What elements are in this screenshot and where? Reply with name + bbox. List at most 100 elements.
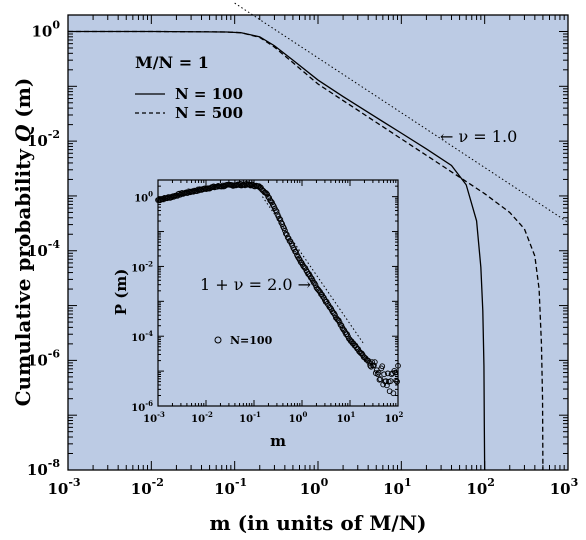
inset-data-point <box>340 326 347 333</box>
inset-x-tick-label: 102 <box>385 410 404 425</box>
guide-line <box>234 2 569 223</box>
inset-x-tick-label: 100 <box>289 410 308 425</box>
y-tick-label: 100 <box>31 19 60 41</box>
inset-y-tick-label-base: 10 <box>131 403 145 414</box>
x-tick-label-base: 10 <box>550 480 571 498</box>
inset-y-axis-label: P (m) <box>112 269 130 316</box>
y-tick-label-exp: -8 <box>48 457 61 470</box>
y-tick-label: 10-4 <box>27 238 60 260</box>
inset-data-point <box>301 264 308 271</box>
x-tick-label-base: 10 <box>300 480 321 498</box>
inset-y-tick-label-exp: -4 <box>145 329 153 338</box>
inset-x-tick-label-exp: 1 <box>351 410 356 419</box>
x-tick-label: 10-3 <box>47 476 80 498</box>
x-tick-label-base: 10 <box>47 480 68 498</box>
x-tick-label: 100 <box>300 476 329 498</box>
x-tick-label-base: 10 <box>466 480 487 498</box>
inset-x-tick-label-base: 10 <box>385 414 399 425</box>
inset-y-tick-label: 10-2 <box>131 259 153 274</box>
slope-annotation: ← ν = 1.0 <box>440 127 517 146</box>
inset-x-tick-label-base: 10 <box>289 414 303 425</box>
x-tick-label: 101 <box>383 476 412 498</box>
inset-y-tick-label-exp: -2 <box>145 259 153 268</box>
inset-data-point <box>381 371 387 378</box>
x-tick-label-exp: 2 <box>487 476 495 489</box>
y-axis-label-prefix: Cumulative probability <box>11 142 35 406</box>
x-tick-label-exp: 1 <box>404 476 412 489</box>
inset-y-tick-label-base: 10 <box>134 194 148 205</box>
x-tick-label-exp: 3 <box>571 476 579 489</box>
inset-x-tick-label-exp: -2 <box>205 410 213 419</box>
inset-legend-marker <box>214 336 222 344</box>
inset-x-tick-label-base: 10 <box>143 414 157 425</box>
inset-x-tick-label-base: 10 <box>337 414 351 425</box>
y-tick-label-base: 10 <box>27 461 48 479</box>
inset-y-tick-label-base: 10 <box>131 333 145 344</box>
inset-data-point <box>308 274 314 281</box>
inset-y-tick-label-exp: 0 <box>148 190 153 199</box>
inset-y-tick-label: 100 <box>134 190 153 205</box>
x-tick-label: 102 <box>466 476 495 498</box>
inset-y-tick-label: 10-4 <box>131 329 153 344</box>
inset-x-tick-label: 10-3 <box>143 410 165 425</box>
inset-y-tick-label-base: 10 <box>131 263 145 274</box>
x-tick-label-exp: 0 <box>321 476 329 489</box>
y-tick-label-base: 10 <box>27 132 48 150</box>
x-tick-label: 10-2 <box>131 476 164 498</box>
legend-title: M/N = 1 <box>135 53 209 72</box>
y-tick-label-base: 10 <box>27 242 48 260</box>
inset-data-point <box>387 378 394 384</box>
inset-data-point <box>293 249 299 255</box>
inset-plot-area <box>157 179 399 407</box>
inset-data-point <box>394 378 400 385</box>
inset-data-point <box>393 377 400 384</box>
inset-data-point <box>371 359 378 365</box>
y-tick-label-exp: -2 <box>48 128 60 141</box>
y-tick-label: 10-6 <box>27 347 60 369</box>
inset-x-tick-label: 10-1 <box>239 410 261 425</box>
inset-data-point <box>377 376 384 382</box>
y-axis-label-var: Q <box>11 124 35 142</box>
y-tick-label-base: 10 <box>31 23 52 41</box>
y-tick-label: 10-8 <box>27 457 60 479</box>
inset-data-point <box>316 288 323 294</box>
legend-item-label: N = 100 <box>175 85 243 103</box>
inset-data-point <box>380 381 387 388</box>
x-tick-label: 103 <box>550 476 579 498</box>
x-tick-label-base: 10 <box>214 480 235 498</box>
inset-x-tick-label: 101 <box>337 410 356 425</box>
x-axis-label: m (in units of M/N) <box>210 511 427 535</box>
inset-data-point <box>324 301 331 307</box>
inset-y-tick-label: 10-6 <box>131 399 153 414</box>
y-axis-label: Cumulative probability Q (m) <box>11 78 35 407</box>
y-tick-label-exp: -4 <box>48 238 61 251</box>
inset-x-axis-label: m <box>270 432 286 450</box>
inset-legend-label: N=100 <box>230 334 273 347</box>
inset-data-point <box>395 362 401 369</box>
y-tick-label-base: 10 <box>27 351 48 369</box>
inset-x-tick-label-base: 10 <box>239 414 253 425</box>
inset-data-point <box>379 363 386 370</box>
inset-x-tick-label-exp: 2 <box>399 410 404 419</box>
x-tick-label-base: 10 <box>131 480 152 498</box>
inset-y-tick-label-exp: -6 <box>145 399 153 408</box>
inset-x-tick-label-exp: -1 <box>253 410 261 419</box>
inset-data-point <box>371 362 377 369</box>
inset-slope-annotation: 1 + ν = 2.0 → <box>200 275 311 294</box>
inset-x-tick-label-exp: -3 <box>157 410 165 419</box>
y-axis-label-suffix: (m) <box>11 78 35 125</box>
legend: M/N = 1 N = 100 N = 500 <box>135 53 243 122</box>
legend-item-label: N = 500 <box>175 104 243 122</box>
x-tick-label-exp: -3 <box>68 476 80 489</box>
inset-data-point <box>320 293 326 300</box>
inset-data-point <box>337 322 344 328</box>
x-tick-label-exp: -2 <box>152 476 164 489</box>
x-tick-label: 10-1 <box>214 476 247 498</box>
inset-data-point <box>273 208 280 215</box>
inset-x-tick-label: 10-2 <box>191 410 213 425</box>
inset-data-point <box>375 369 382 376</box>
y-tick-label-exp: -6 <box>48 347 61 360</box>
